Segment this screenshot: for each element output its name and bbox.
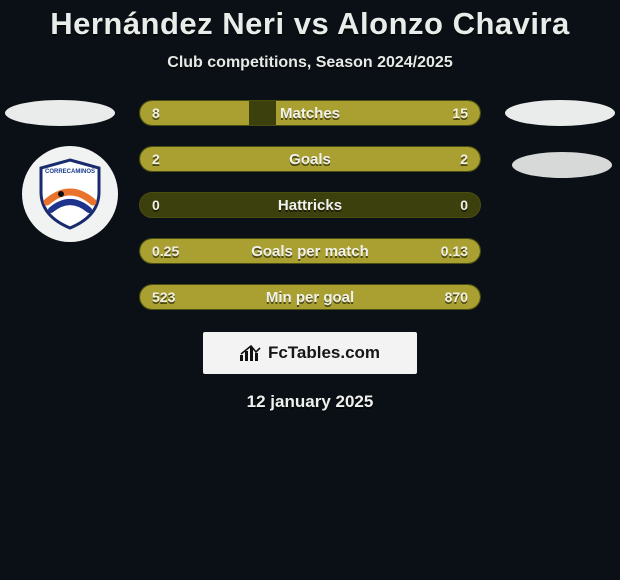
brand-badge: FcTables.com bbox=[203, 332, 417, 374]
stat-value-left: 8 bbox=[152, 101, 160, 125]
player-right-oval-icon bbox=[505, 100, 615, 126]
stat-value-right: 15 bbox=[452, 101, 468, 125]
club-badge-left: CORRECAMINOS bbox=[22, 146, 118, 242]
svg-text:CORRECAMINOS: CORRECAMINOS bbox=[45, 169, 95, 175]
stat-fill-right bbox=[276, 101, 480, 125]
brand-chart-icon bbox=[240, 344, 262, 362]
player-left-oval-icon bbox=[5, 100, 115, 126]
stat-value-right: 0.13 bbox=[441, 239, 468, 263]
stat-value-left: 0.25 bbox=[152, 239, 179, 263]
stat-value-right: 870 bbox=[445, 285, 468, 309]
stat-bar: 22Goals bbox=[139, 146, 481, 172]
stat-value-right: 0 bbox=[460, 193, 468, 217]
stats-stage: CORRECAMINOS 815Matches22Goals00Hattrick… bbox=[0, 100, 620, 412]
comparison-card: Hernández Neri vs Alonzo Chavira Club co… bbox=[0, 0, 620, 580]
stat-value-left: 0 bbox=[152, 193, 160, 217]
stat-bar: 815Matches bbox=[139, 100, 481, 126]
stat-fill-left bbox=[140, 147, 310, 171]
stat-value-left: 523 bbox=[152, 285, 175, 309]
date-line: 12 january 2025 bbox=[0, 392, 620, 412]
stat-bars: 815Matches22Goals00Hattricks0.250.13Goal… bbox=[139, 100, 481, 310]
club-shield-icon: CORRECAMINOS bbox=[37, 158, 103, 230]
subtitle: Club competitions, Season 2024/2025 bbox=[0, 54, 620, 72]
stat-value-right: 2 bbox=[460, 147, 468, 171]
stat-bar: 0.250.13Goals per match bbox=[139, 238, 481, 264]
stat-label: Hattricks bbox=[140, 193, 480, 217]
stat-fill-right bbox=[310, 147, 480, 171]
stat-bar: 0 0Hattricks bbox=[139, 192, 481, 218]
player-right-oval-2-icon bbox=[512, 152, 612, 178]
page-title: Hernández Neri vs Alonzo Chavira bbox=[0, 6, 620, 42]
stat-value-left: 2 bbox=[152, 147, 160, 171]
stat-bar: 523870Min per goal bbox=[139, 284, 481, 310]
brand-text: FcTables.com bbox=[268, 343, 380, 363]
